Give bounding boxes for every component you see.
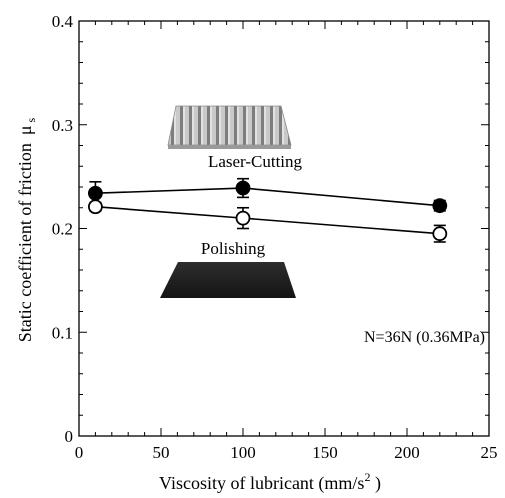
y-tick-label: 0	[65, 427, 74, 446]
data-point	[235, 180, 251, 196]
polishing-label: Polishing	[201, 239, 266, 258]
y-axis-title-text: Static coefficient of friction	[15, 143, 35, 342]
data-point	[235, 210, 251, 226]
x-tick-label: 100	[230, 443, 256, 462]
y-axis-title: Static coefficient of friction μs	[15, 117, 38, 342]
series-laser-cutting	[88, 177, 448, 214]
data-point	[88, 199, 103, 215]
data-point	[88, 185, 103, 201]
laser-cut-surface-image	[167, 105, 292, 149]
polished-surface-image	[160, 262, 296, 298]
series-polishing	[88, 199, 448, 243]
series-line	[95, 187, 440, 207]
y-axis-title-subscript: s	[24, 117, 38, 122]
series-line	[95, 205, 440, 235]
axis-ticks	[78, 20, 490, 437]
y-tick-label: 0.4	[52, 12, 74, 31]
data-point	[432, 198, 448, 214]
y-tick-label: 0.3	[52, 116, 73, 135]
y-tick-label: 0.2	[52, 220, 73, 239]
data-point	[432, 226, 448, 242]
x-tick-label: 0	[75, 443, 84, 462]
x-tick-label: 50	[153, 443, 170, 462]
y-tick-label: 0.1	[52, 323, 73, 342]
plot-frame	[78, 20, 490, 437]
x-tick-label: 25	[481, 443, 498, 462]
x-axis-title-text: Viscosity of lubricant (mm/s	[159, 473, 364, 494]
load-condition-label: N=36N (0.36MPa)	[364, 329, 485, 346]
x-axis-title-tail: )	[370, 473, 381, 494]
x-axis-title: Viscosity of lubricant (mm/s2 )	[159, 470, 381, 494]
laser-cutting-label: Laser-Cutting	[208, 152, 303, 171]
x-tick-label: 150	[312, 443, 338, 462]
x-tick-label: 200	[394, 443, 420, 462]
data-series	[88, 177, 448, 243]
y-axis-title-symbol: μ	[15, 125, 35, 135]
x-axis-title-superscript: 2	[364, 470, 370, 484]
